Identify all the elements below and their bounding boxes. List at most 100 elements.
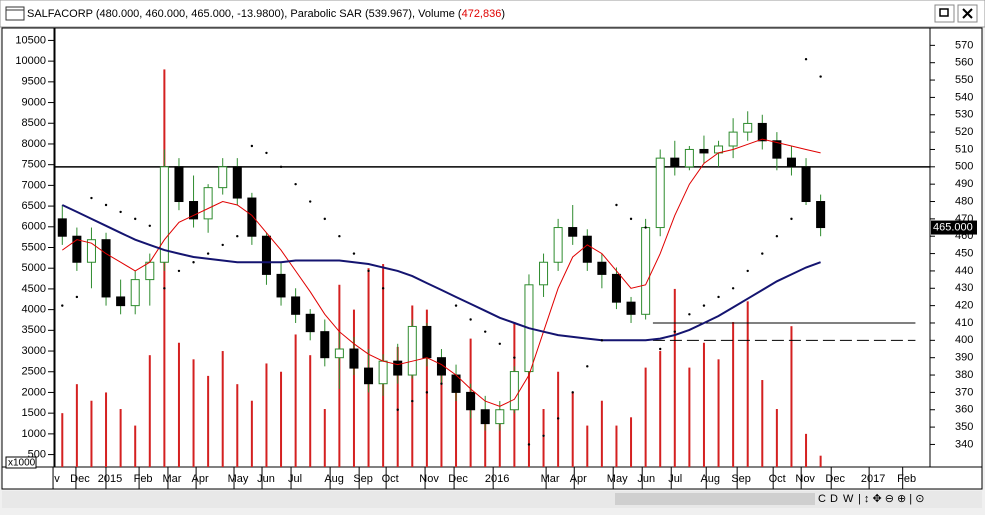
title-bar [0,0,985,28]
button-c[interactable]: C [818,493,826,505]
volume-bar [761,380,764,467]
sar-dot [717,295,720,299]
candle-body [159,166,169,263]
y2-tick-label: 410 [955,317,973,329]
candle-body [670,157,680,168]
last-price-label: 465.000 [933,221,973,233]
volume-bar [294,334,297,467]
x-tick-label: May [607,473,628,485]
y2-tick-label: 350 [955,421,973,433]
nav-icons[interactable]: | ↕ ✥ ⊖ ⊕ | ⊙ [858,493,924,505]
volume-bar [484,417,487,467]
volume-bar [542,409,545,467]
volume-bar [352,309,355,467]
volume-bar [236,384,239,467]
volume-bar [615,425,618,467]
sar-dot [221,243,224,247]
y2-tick-label: 400 [955,334,973,346]
volume-bar [396,346,399,467]
restore-button[interactable] [934,4,955,23]
candle-body [816,201,826,229]
volume-bar [280,371,283,467]
y-tick-label: 3500 [22,324,46,336]
sar-dot [440,382,443,385]
volume-bar [805,433,808,467]
sar-dot [192,261,195,264]
volume-bar [192,359,195,467]
button-d[interactable]: D [830,493,838,505]
sar-dot [163,287,166,290]
sar-dot [702,304,706,307]
scrollbar-thumb[interactable] [615,493,815,505]
sar-dot [513,356,516,359]
volume-bar [630,417,633,467]
sar-dot [367,269,370,273]
sar-dot [761,252,764,255]
sar-dot [629,217,633,221]
y2-tick-label: 360 [955,404,973,416]
sar-dot [731,287,735,290]
y-tick-label: 10000 [15,55,46,67]
candle-body [116,296,126,307]
x-tick-label: Dec [448,473,468,485]
candle-body [509,371,519,411]
sar-dot [279,165,283,169]
button-w[interactable]: W [843,493,854,505]
sar-dot [323,217,326,221]
sar-dot [425,391,429,394]
candle-body [86,239,96,263]
x-tick-label: May [228,473,249,485]
x-tick-label: Jul [668,473,682,485]
sar-dot [90,196,93,200]
candle-body [641,227,651,315]
sar-dot [265,151,268,155]
x-tick-label: 2017 [861,473,885,485]
volume-bar [75,384,78,467]
sar-dot [134,217,137,221]
candle-body [334,348,344,359]
sar-dot [790,217,793,221]
y-tick-label: 500 [28,448,46,460]
candle-body [349,348,359,369]
y2-tick-label: 570 [955,39,973,51]
x-tick-label: v [54,473,60,485]
sar-dot [338,235,341,238]
candle-body [378,360,388,385]
candle-body [276,273,286,298]
y2-tick-label: 560 [955,57,973,69]
x-tick-label: Apr [570,473,587,485]
y2-tick-label: 370 [955,386,973,398]
volume-bar [688,367,691,467]
sar-dot [571,391,574,394]
volume-bar [148,355,151,467]
restore-icon [939,8,949,17]
candle-body [801,166,811,203]
right-axis-area [929,27,983,468]
y-tick-label: 3000 [22,345,46,357]
sar-dot [644,226,647,229]
x-tick-label: Dec [825,473,845,485]
candle-body [655,157,665,229]
candle-body [757,122,767,142]
y2-tick-label: 530 [955,109,973,121]
candle-body [320,331,330,359]
candle-body [728,131,738,147]
y2-tick-label: 390 [955,352,973,364]
volume-bar [702,342,705,467]
y-axis-unit: x1000 [8,458,36,469]
volume-bar [61,413,64,467]
x-tick-label: Apr [192,473,209,485]
y-tick-label: 6500 [22,200,46,212]
chart-title: SALFACORP (480.000, 460.000, 465.000, -1… [27,8,505,20]
sar-dot [586,365,589,368]
sar-dot [600,339,604,342]
volume-bar [250,400,253,467]
sar-dot [236,235,239,238]
y2-tick-label: 510 [955,143,973,155]
candle-body [101,239,111,298]
candle-body [436,357,446,376]
sar-dot [352,252,356,255]
sar-dot [148,224,151,228]
y-tick-label: 1000 [22,428,46,440]
